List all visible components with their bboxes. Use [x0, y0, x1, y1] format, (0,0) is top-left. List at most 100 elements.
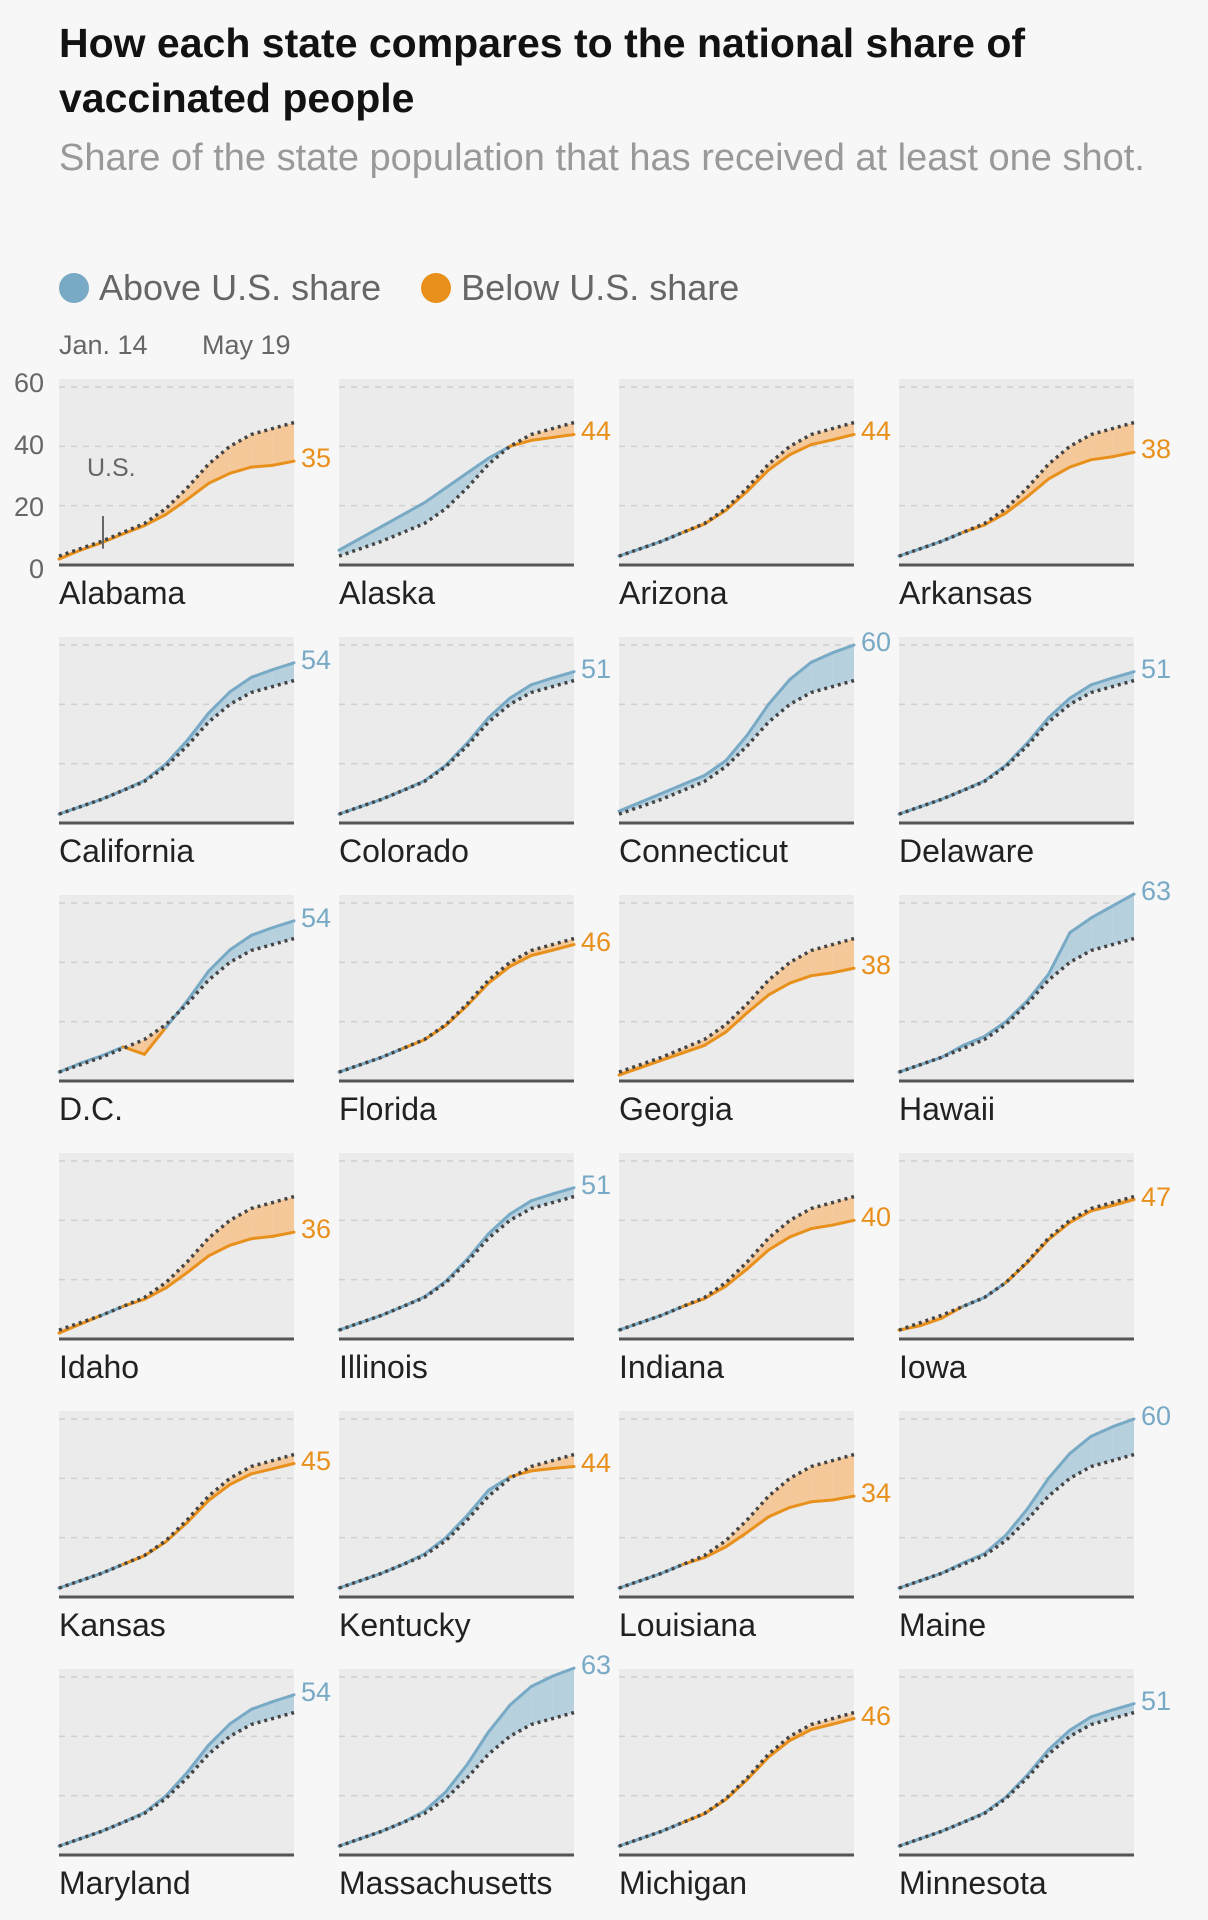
difference-fill — [187, 464, 209, 500]
state-line-segment — [745, 993, 771, 1015]
state-line-segment — [164, 497, 189, 517]
difference-fill — [229, 1208, 252, 1246]
state-chart — [337, 1666, 576, 1857]
difference-fill — [1091, 1709, 1113, 1725]
state-line-segment — [982, 511, 1008, 527]
state-chart — [617, 1153, 856, 1341]
state-value-label: 44 — [581, 1448, 612, 1479]
state-value-label: 60 — [1141, 1401, 1172, 1431]
state-value-label: 54 — [301, 1676, 332, 1707]
state-line-segment — [702, 1030, 728, 1047]
state-line-segment — [57, 1061, 82, 1074]
state-line-segment — [380, 513, 405, 528]
state-line-segment — [788, 660, 813, 681]
state-value-label: 38 — [1141, 434, 1172, 465]
state-line-segment — [228, 933, 253, 952]
state-chart — [617, 1411, 856, 1599]
difference-fill — [1091, 428, 1113, 460]
state-line-segment — [809, 1498, 835, 1504]
state-line-segment — [638, 1313, 664, 1325]
state-chart — [337, 1153, 576, 1341]
state-line-segment — [465, 1730, 491, 1767]
state-line-segment — [617, 800, 642, 813]
legend-below-label: Below U.S. share — [461, 267, 740, 308]
state-line-segment — [1111, 892, 1136, 908]
difference-fill — [467, 1731, 489, 1778]
state-line-segment — [465, 456, 491, 475]
state-line-segment — [1111, 1702, 1136, 1712]
state-line-segment — [702, 1284, 728, 1301]
state-line-segment — [529, 1467, 555, 1473]
state-line-segment — [767, 453, 792, 472]
difference-fill — [272, 1454, 294, 1469]
state-line-segment — [638, 1571, 664, 1583]
state-line-segment — [487, 1212, 512, 1236]
state-line-segment — [638, 1058, 664, 1070]
state-panel: 44 Arizona — [617, 379, 891, 611]
difference-fill — [208, 1723, 230, 1755]
state-line-segment — [551, 1464, 576, 1471]
panel-background — [619, 379, 854, 565]
state-chart — [617, 379, 856, 567]
state-value-label: 35 — [301, 443, 332, 474]
state-line-segment — [1089, 676, 1115, 687]
state-line-segment — [724, 1011, 749, 1034]
state-line-segment — [529, 1192, 555, 1203]
state-line-segment — [638, 539, 664, 551]
state-line-segment — [788, 1728, 813, 1742]
difference-fill — [552, 671, 574, 687]
difference-fill — [251, 1460, 273, 1474]
panel-background — [59, 1153, 294, 1339]
state-value-label: 40 — [861, 1202, 892, 1233]
difference-fill — [251, 1701, 273, 1725]
state-line-segment — [982, 1533, 1008, 1556]
state-line-segment — [831, 966, 856, 975]
state-line-segment — [831, 1218, 856, 1227]
state-line-segment — [831, 1494, 856, 1502]
state-chart — [57, 637, 296, 825]
difference-fill — [704, 1024, 726, 1046]
state-line-segment — [809, 651, 835, 664]
state-line-segment — [897, 1063, 922, 1074]
state-line-segment — [831, 1717, 856, 1726]
state-line-segment — [529, 948, 555, 958]
state-line-segment — [724, 1530, 749, 1549]
state-line-segment — [401, 501, 426, 517]
state-line-segment — [897, 1579, 922, 1590]
panel-background — [899, 637, 1134, 823]
state-panel: 38 Georgia — [617, 895, 891, 1127]
difference-fill — [165, 1261, 188, 1288]
state-line-segment — [897, 805, 922, 816]
state-line-segment — [551, 1666, 576, 1678]
state-line-segment — [660, 1051, 685, 1062]
state-value-label: 63 — [1141, 876, 1172, 907]
state-line-segment — [271, 661, 296, 672]
difference-fill — [272, 422, 294, 466]
state-line-segment — [487, 696, 512, 720]
state-line-segment — [422, 486, 448, 505]
state-line-segment — [1025, 1748, 1051, 1777]
y-tick-label: 60 — [13, 368, 44, 398]
state-line-segment — [228, 1472, 253, 1487]
difference-fill — [251, 927, 273, 951]
state-line-segment — [1025, 477, 1051, 499]
legend-below: Below U.S. share — [421, 267, 739, 309]
state-line-segment — [249, 668, 275, 679]
difference-fill — [552, 1187, 574, 1203]
panel-background — [619, 1669, 854, 1855]
state-panel: 54 D.C. — [57, 895, 331, 1127]
state-line-segment — [57, 1322, 82, 1335]
state-chart — [337, 637, 576, 825]
state-chart — [617, 637, 856, 825]
state-line-segment — [164, 1771, 189, 1798]
state-line-segment — [78, 1313, 104, 1326]
difference-fill — [1005, 487, 1028, 514]
state-line-segment — [271, 459, 296, 467]
state-line-segment — [1047, 465, 1072, 481]
state-chart — [617, 1669, 856, 1857]
state-line-segment — [508, 1199, 533, 1216]
difference-fill — [768, 1220, 790, 1250]
difference-fill — [488, 1705, 510, 1755]
state-line-segment — [185, 711, 211, 743]
state-chart — [57, 379, 296, 567]
